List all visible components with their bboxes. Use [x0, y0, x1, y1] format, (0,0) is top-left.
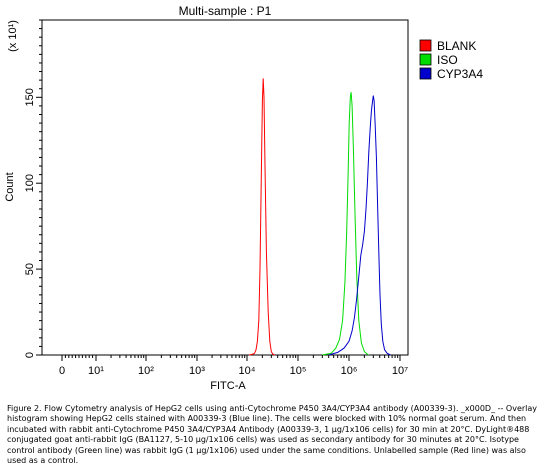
legend-label-cyp3a4: CYP3A4 [437, 67, 483, 81]
x-tick-label: 10² [138, 365, 154, 377]
x-axis-label: FITC-A [210, 380, 246, 392]
chart-title: Multi-sample : P1 [179, 4, 272, 18]
series-line-iso [322, 92, 369, 356]
x-axis-ticks: 0 10¹ 10² 10³ 10⁴ 10⁵ 10⁶ 10⁷ [59, 355, 408, 377]
y-tick-label: 150 [24, 88, 36, 106]
y-tick-label: 50 [24, 263, 36, 275]
figure-caption: Figure 2. Flow Cytometry analysis of Hep… [7, 404, 538, 466]
x-tick-label: 10⁷ [392, 365, 408, 377]
x-tick-label: 10⁵ [290, 365, 307, 377]
series-line-blank [248, 78, 275, 356]
y-axis-label: Count [4, 172, 16, 201]
y-axis-ticks: 0 50 100 150 [24, 19, 42, 358]
legend-label-iso: ISO [437, 53, 458, 67]
legend-swatch-blank [419, 39, 432, 52]
legend-label-blank: BLANK [437, 39, 476, 53]
plot-frame [41, 19, 409, 356]
y-tick-label: 100 [24, 174, 36, 192]
legend-swatch-cyp3a4 [419, 67, 432, 80]
x-tick-label: 0 [59, 365, 65, 377]
flow-cytometry-figure: Multi-sample : P1 (x 10¹) Count FITC-A 0… [4, 4, 483, 392]
x-tick-label: 10⁶ [341, 365, 358, 377]
histogram-chart: Multi-sample : P1 (x 10¹) Count FITC-A 0… [4, 4, 483, 392]
series-line-cyp3a4 [328, 95, 391, 356]
x-tick-label: 10³ [189, 365, 205, 377]
x-tick-label: 10⁴ [239, 365, 256, 377]
legend-swatch-iso [419, 53, 432, 66]
y-tick-label: 0 [24, 352, 36, 358]
y-multiplier-label: (x 10¹) [7, 20, 19, 52]
series-layer [248, 78, 391, 356]
x-tick-label: 10¹ [88, 365, 104, 377]
